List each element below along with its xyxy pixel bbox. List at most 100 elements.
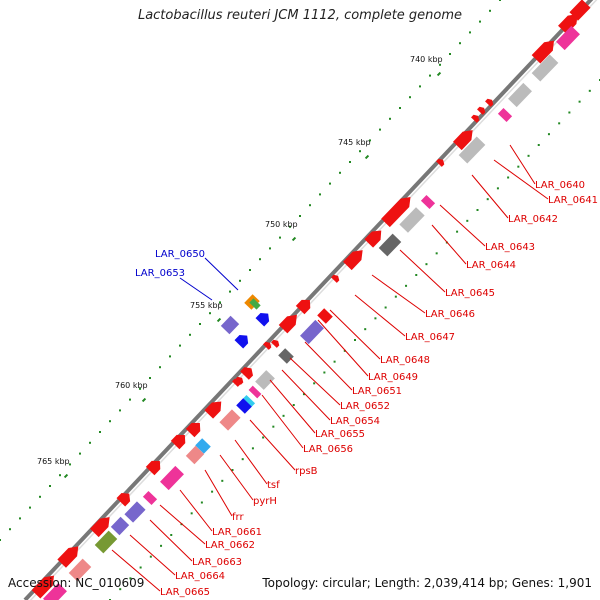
gene-arrow-shape [343, 250, 363, 271]
gene-block [94, 530, 118, 554]
gene-leader-line-left [179, 277, 213, 301]
inner-ring-dot [476, 209, 479, 211]
gene-arrow [116, 492, 131, 507]
gene-block-left-shape [249, 298, 261, 310]
scale-ring-dot [319, 193, 321, 196]
inner-ring-dot [537, 144, 540, 146]
gene-label: pyrH [253, 496, 277, 507]
gene-arrow-left [255, 312, 270, 327]
inner-ring-dot [374, 317, 377, 320]
gene-block-shape [399, 207, 425, 233]
gene-label: LAR_0641 [548, 195, 598, 206]
inner-ring-dot [343, 349, 346, 352]
gene-label: LAR_0644 [466, 260, 516, 271]
scale-ring-dot [359, 150, 361, 153]
gene-block-shape [278, 348, 294, 364]
gene-leader-line [281, 369, 331, 421]
gene-leader-line [129, 534, 176, 576]
gene-block-shape [185, 445, 205, 465]
gene-leader-line-left [204, 257, 239, 291]
gene-label: rpsB [295, 466, 318, 477]
gene-label: LAR_0649 [368, 372, 418, 383]
gene-block [142, 490, 158, 506]
gene-arrow-small-shape [471, 114, 480, 123]
gene-arrow-small-shape [485, 98, 494, 107]
inner-ring-dot [425, 263, 428, 266]
gene-block [508, 82, 532, 108]
inner-ring-dot [405, 284, 408, 287]
gene-leader-line [219, 454, 254, 501]
gene-arrow [170, 434, 186, 450]
inner-ring-dot [211, 490, 214, 493]
scale-ring-dot [139, 387, 141, 390]
gene-leader-line [304, 341, 353, 391]
gene-arrow-small [263, 341, 272, 350]
gene-arrow-shape [531, 40, 555, 64]
gene-arrow [145, 460, 161, 476]
gene-block-shape [300, 319, 324, 345]
inner-ring-dot [456, 230, 459, 233]
gene-block-left [249, 298, 261, 310]
scale-ring-dot [79, 452, 81, 455]
gene-arrow [343, 250, 363, 271]
scale-ring-dot [459, 42, 461, 45]
inner-ring-dot [435, 252, 438, 255]
scale-ring-dot [349, 161, 351, 163]
gene-arrow-shape [116, 492, 131, 507]
inner-ring-dot [251, 447, 254, 450]
gene-arrow-small-shape [477, 106, 486, 115]
scale-ring-dot [379, 128, 381, 131]
gene-arrow [31, 575, 55, 599]
inner-ring-dot [333, 360, 336, 363]
gene-arrow-small-shape [436, 158, 445, 167]
gene-block-shape [124, 501, 146, 523]
kbp-tick [291, 236, 297, 242]
inner-ring-dot [547, 133, 550, 136]
scale-ring-dot [199, 323, 201, 325]
inner-ring-dot [149, 555, 152, 558]
inner-ring-dot [517, 165, 520, 168]
gene-block [255, 370, 275, 390]
gene-label: LAR_0652 [340, 401, 390, 412]
gene-label: LAR_0646 [425, 309, 475, 320]
gene-block [378, 233, 402, 257]
scale-ring-dot [289, 225, 291, 228]
gene-block [278, 348, 294, 364]
scale-ring-dot [169, 355, 171, 358]
gene-leader-line [249, 419, 296, 471]
gene-arrow-shape [57, 546, 79, 568]
gene-block [497, 107, 513, 123]
gene-leader-line [159, 504, 206, 545]
gene-label: LAR_0640 [535, 180, 585, 191]
gene-block-left-shape [220, 315, 240, 335]
gene-block [68, 558, 92, 582]
inner-ring-dot [139, 566, 142, 569]
gene-block-shape [531, 54, 559, 82]
gene-block-shape [68, 558, 92, 582]
gene-arrow [558, 14, 578, 35]
inner-ring-dot [394, 295, 397, 298]
kbp-tick [63, 473, 69, 479]
scale-ring-dot [479, 20, 481, 23]
inner-ring-dot [486, 198, 489, 201]
kbp-label: 760 kbp [115, 381, 148, 390]
gene-label: LAR_0655 [315, 429, 365, 440]
gene-arrow [364, 230, 382, 248]
kbp-label: 740 kbp [410, 55, 443, 64]
gene-label-left: LAR_0653 [135, 268, 185, 279]
gene-label: LAR_0662 [205, 540, 255, 551]
gene-arrow-small [485, 98, 494, 107]
gene-arrow-small [331, 274, 340, 283]
gene-leader-line [317, 319, 369, 377]
gene-arrow-small-shape [232, 378, 241, 387]
kbp-tick [364, 154, 370, 160]
inner-ring-dot [129, 577, 132, 580]
gene-block [248, 385, 262, 399]
gene-leader-line [439, 204, 486, 247]
scale-ring-dot [489, 9, 491, 12]
gene-block [160, 465, 184, 491]
inner-ring-dot [170, 534, 173, 536]
gene-arrow-shape [381, 197, 411, 228]
gene-arrow-shape [278, 314, 297, 334]
accession-text: Accession: NC_010609 [8, 576, 145, 590]
